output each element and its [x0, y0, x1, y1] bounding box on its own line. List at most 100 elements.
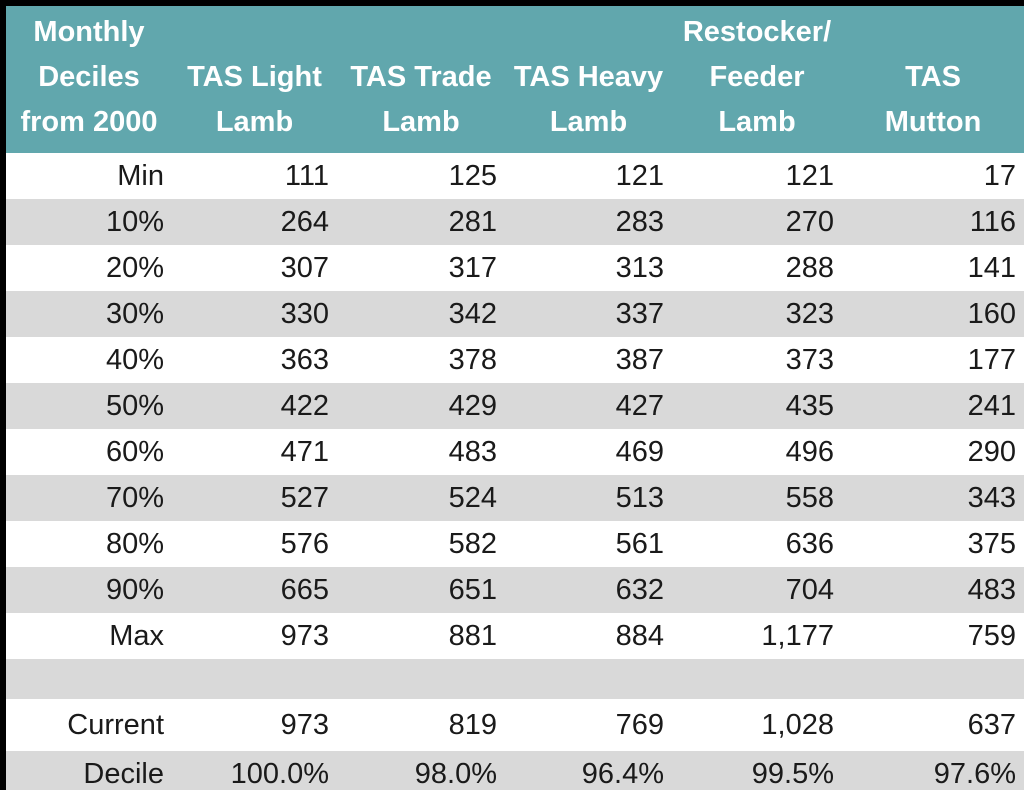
cell-value: 496: [785, 435, 834, 468]
cell-value: 283: [615, 205, 664, 238]
header-row: Monthly Deciles from 2000 TAS Light Lamb…: [6, 6, 1024, 153]
cell-value: 636: [785, 527, 834, 560]
cell-value: 637: [967, 708, 1016, 741]
table-row: Current 973 819 769 1,028 637: [6, 699, 1024, 751]
row-label: 10%: [105, 205, 164, 238]
cell-value: 125: [448, 159, 497, 192]
column-header-tas-heavy-lamb: TAS Heavy Lamb: [505, 6, 672, 153]
cell-value: 527: [280, 481, 329, 514]
cell-value: 116: [969, 205, 1016, 238]
row-label: Min: [117, 159, 164, 192]
cell-value: 819: [448, 708, 497, 741]
row-label: 80%: [105, 527, 164, 560]
column-header-tas-light-lamb: TAS Light Lamb: [172, 6, 337, 153]
cell-value: 387: [615, 343, 664, 376]
row-label: 90%: [105, 573, 164, 606]
cell-value: 160: [967, 297, 1016, 330]
cell-value: 704: [785, 573, 834, 606]
cell-value: 427: [615, 389, 664, 422]
cell-value: 100.0%: [230, 757, 329, 790]
cell-value: 1,177: [761, 619, 834, 652]
cell-value: 141: [967, 251, 1016, 284]
row-label: 40%: [105, 343, 164, 376]
cell-value: 121: [785, 159, 834, 192]
cell-value: 632: [615, 573, 664, 606]
deciles-table: Monthly Deciles from 2000 TAS Light Lamb…: [6, 6, 1024, 790]
table-row: Max 973 881 884 1,177 759: [6, 613, 1024, 659]
cell-value: 375: [967, 527, 1016, 560]
cell-value: 759: [967, 619, 1016, 652]
table-row: Min 111 125 121 121 17: [6, 153, 1024, 199]
cell-value: 313: [615, 251, 664, 284]
table-row: [6, 659, 1024, 699]
cell-value: 651: [448, 573, 497, 606]
cell-value: 973: [280, 619, 329, 652]
cell-value: 471: [280, 435, 329, 468]
cell-value: 884: [615, 619, 664, 652]
cell-value: 96.4%: [581, 757, 664, 790]
table-row: 70% 527 524 513 558 343: [6, 475, 1024, 521]
cell-value: 429: [448, 389, 497, 422]
cell-value: 483: [448, 435, 497, 468]
table-row: Decile 100.0% 98.0% 96.4% 99.5% 97.6%: [6, 751, 1024, 790]
cell-value: 17: [983, 159, 1016, 192]
table-row: 80% 576 582 561 636 375: [6, 521, 1024, 567]
row-label: 60%: [105, 435, 164, 468]
cell-value: 330: [280, 297, 329, 330]
cell-value: 343: [967, 481, 1016, 514]
cell-value: 121: [615, 159, 664, 192]
cell-value: 290: [967, 435, 1016, 468]
cell-value: 524: [448, 481, 497, 514]
cell-value: 363: [280, 343, 329, 376]
cell-value: 558: [785, 481, 834, 514]
cell-value: 469: [615, 435, 664, 468]
cell-value: 288: [785, 251, 834, 284]
row-label: 70%: [105, 481, 164, 514]
cell-value: 281: [448, 205, 497, 238]
cell-value: 435: [785, 389, 834, 422]
cell-value: 307: [280, 251, 329, 284]
cell-value: 337: [615, 297, 664, 330]
cell-value: 483: [967, 573, 1016, 606]
table-row: 60% 471 483 469 496 290: [6, 429, 1024, 475]
cell-value: 270: [785, 205, 834, 238]
cell-value: 769: [615, 708, 664, 741]
cell-value: [337, 659, 505, 699]
column-header-tas-trade-lamb: TAS Trade Lamb: [337, 6, 505, 153]
cell-value: 177: [967, 343, 1016, 376]
cell-value: 422: [280, 389, 329, 422]
row-label: 50%: [105, 389, 164, 422]
cell-value: 342: [448, 297, 497, 330]
cell-value: 561: [615, 527, 664, 560]
table-row: 20% 307 317 313 288 141: [6, 245, 1024, 291]
table-row: 10% 264 281 283 270 116: [6, 199, 1024, 245]
column-header-deciles: Monthly Deciles from 2000: [6, 6, 172, 153]
table-row: 50% 422 429 427 435 241: [6, 383, 1024, 429]
cell-value: [172, 659, 337, 699]
row-label: Max: [109, 619, 164, 652]
cell-value: 99.5%: [751, 757, 834, 790]
cell-value: [505, 659, 672, 699]
cell-value: 373: [785, 343, 834, 376]
row-label: 30%: [105, 297, 164, 330]
cell-value: 111: [284, 159, 329, 192]
cell-value: 973: [280, 708, 329, 741]
cell-value: 576: [280, 527, 329, 560]
cell-value: 97.6%: [933, 757, 1016, 790]
cell-value: 665: [280, 573, 329, 606]
cell-value: 241: [967, 389, 1016, 422]
row-label: Decile: [83, 757, 164, 790]
column-header-restocker-feeder-lamb: Restocker/ Feeder Lamb: [672, 6, 842, 153]
cell-value: 378: [448, 343, 497, 376]
cell-value: 323: [785, 297, 834, 330]
row-label: 20%: [105, 251, 164, 284]
table-row: 40% 363 378 387 373 177: [6, 337, 1024, 383]
cell-value: 317: [448, 251, 497, 284]
cell-value: 881: [448, 619, 497, 652]
row-label: [6, 659, 172, 699]
column-header-tas-mutton: TAS Mutton: [842, 6, 1024, 153]
cell-value: 513: [615, 481, 664, 514]
table-row: 90% 665 651 632 704 483: [6, 567, 1024, 613]
cell-value: [672, 659, 842, 699]
